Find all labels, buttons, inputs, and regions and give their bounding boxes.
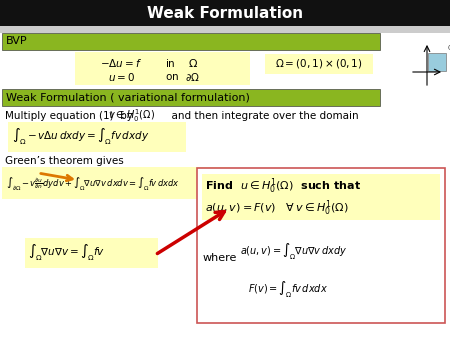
Text: $\Omega$: $\Omega$ bbox=[188, 57, 198, 69]
Text: Green’s theorem gives: Green’s theorem gives bbox=[5, 156, 124, 166]
Text: $\partial\Omega$: $\partial\Omega$ bbox=[185, 71, 200, 83]
Bar bbox=[202, 174, 440, 220]
Text: where: where bbox=[203, 253, 238, 263]
Text: $\Omega = (0,1) \times (0,1)$: $\Omega = (0,1) \times (0,1)$ bbox=[275, 57, 363, 71]
Text: $\mathrm{in}$: $\mathrm{in}$ bbox=[165, 57, 176, 69]
Bar bbox=[0, 26, 450, 33]
Text: $-\Delta u = f$: $-\Delta u = f$ bbox=[100, 57, 142, 69]
Text: Multiply equation (1)  by: Multiply equation (1) by bbox=[5, 111, 136, 121]
Bar bbox=[25, 238, 158, 268]
Text: Find  $u \in H^1_0(\Omega)$  such that: Find $u \in H^1_0(\Omega)$ such that bbox=[205, 176, 361, 196]
Text: Weak Formulation: Weak Formulation bbox=[147, 5, 303, 21]
Bar bbox=[2, 33, 380, 50]
Bar bbox=[0, 0, 450, 26]
Bar bbox=[428, 53, 446, 71]
Bar bbox=[2, 167, 230, 199]
Bar bbox=[8, 122, 186, 152]
Text: and then integrate over the domain: and then integrate over the domain bbox=[165, 111, 359, 121]
Text: $a(u,v) = \int_\Omega \nabla u\nabla v\,dxdy$: $a(u,v) = \int_\Omega \nabla u\nabla v\,… bbox=[240, 242, 347, 262]
Text: $v \in H^1_0(\Omega)$: $v \in H^1_0(\Omega)$ bbox=[108, 107, 155, 124]
Text: $a(u,v) = F(v) \quad \forall\, v \in H^1_0(\Omega)$: $a(u,v) = F(v) \quad \forall\, v \in H^1… bbox=[205, 198, 349, 218]
Bar bbox=[2, 89, 380, 106]
Text: (1,1): (1,1) bbox=[447, 45, 450, 49]
Bar bbox=[75, 52, 250, 85]
Text: Weak Formulation ( variational formulation): Weak Formulation ( variational formulati… bbox=[6, 93, 250, 102]
Text: $\int_\Omega \nabla u\nabla v = \int_\Omega fv$: $\int_\Omega \nabla u\nabla v = \int_\Om… bbox=[28, 243, 105, 263]
Text: $\int_{\partial\Omega} -v\frac{\partial u}{\partial n}dydv + \int_\Omega \nabla : $\int_{\partial\Omega} -v\frac{\partial … bbox=[6, 174, 180, 192]
Text: $\mathrm{on}$: $\mathrm{on}$ bbox=[165, 72, 179, 82]
Text: BVP: BVP bbox=[6, 37, 27, 47]
Text: $u = 0$: $u = 0$ bbox=[108, 71, 135, 83]
Text: $F(v) = \int_\Omega fv\,dxdx$: $F(v) = \int_\Omega fv\,dxdx$ bbox=[248, 280, 328, 300]
Bar bbox=[197, 168, 445, 323]
Text: $\int_\Omega - v\Delta u\,dxdy = \int_\Omega fv\,dxdy$: $\int_\Omega - v\Delta u\,dxdy = \int_\O… bbox=[12, 127, 149, 147]
Bar bbox=[265, 54, 373, 74]
